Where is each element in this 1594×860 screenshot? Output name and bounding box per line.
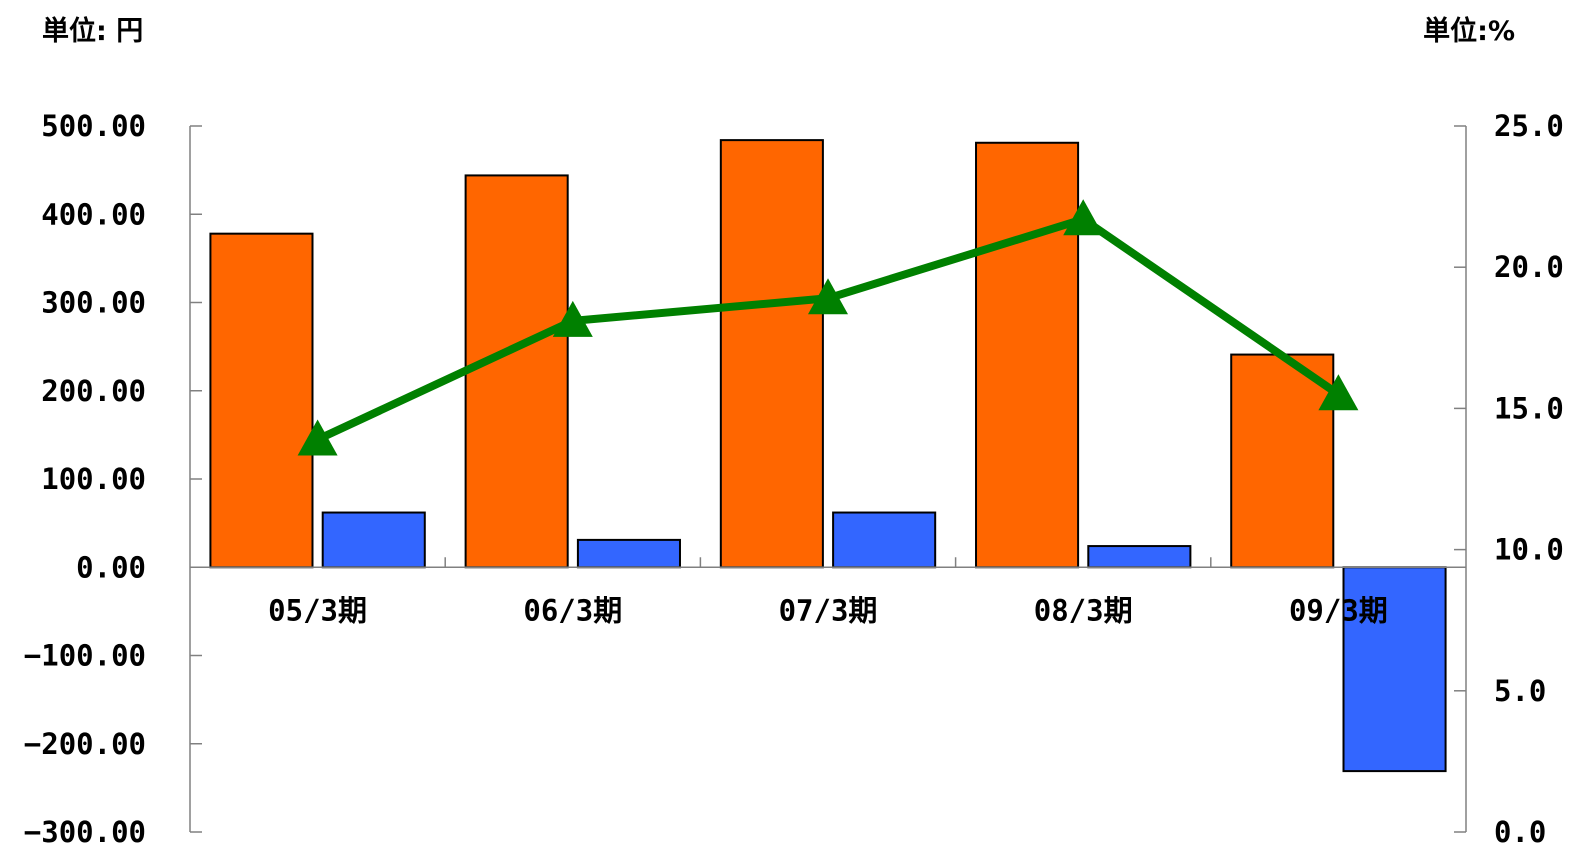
bar-blue [321, 511, 426, 569]
line-marker-triangle [1063, 199, 1104, 236]
line-marker-triangle [808, 278, 848, 315]
left-tick-label: 200.00 [41, 374, 146, 408]
left-tick-label: −200.00 [24, 727, 146, 761]
left-tick-label: 400.00 [41, 197, 146, 231]
right-axis: 25.0 20.0 15.0 10.0 5.0 0.0 [1454, 109, 1564, 849]
bar-orange [975, 141, 1080, 569]
left-axis: 500.00 400.00 300.00 200.00 100.00 0.00 −100.0… [24, 109, 202, 849]
category-label: 06/3期 [523, 593, 622, 627]
left-tick-label: 0.00 [76, 550, 146, 584]
right-unit-label: 単位:% [1423, 15, 1515, 47]
bar-series [209, 139, 1447, 773]
right-tick-label: 20.0 [1494, 250, 1564, 284]
category-label: 09/3期 [1289, 593, 1388, 627]
left-tick-label: 500.00 [41, 109, 146, 143]
right-tick-label: 15.0 [1494, 391, 1564, 425]
left-tick-label: −300.00 [24, 815, 146, 849]
bar-orange [464, 174, 569, 569]
left-tick-label: −100.00 [24, 639, 146, 673]
right-tick-label: 0.0 [1494, 815, 1546, 849]
bar-orange [719, 139, 824, 569]
line-marker-triangle [552, 300, 593, 337]
bar-blue [1342, 566, 1447, 773]
category-label: 05/3期 [268, 593, 367, 627]
line-series [297, 199, 1359, 456]
left-unit-label: 単位: 円 [42, 15, 143, 47]
right-tick-label: 10.0 [1494, 533, 1564, 567]
bar-orange [209, 232, 314, 569]
left-tick-label: 300.00 [41, 286, 146, 320]
zero-baseline [190, 557, 1466, 568]
line-marker-triangle [297, 419, 338, 456]
right-tick-label: 25.0 [1494, 109, 1564, 143]
bar-orange [1230, 353, 1335, 569]
bar-blue [832, 511, 937, 569]
bar-blue [1087, 545, 1192, 569]
category-label: 08/3期 [1034, 593, 1133, 627]
category-labels: 05/3期 06/3期 07/3期 08/3期 09/3期 [268, 593, 1388, 627]
bar-blue [576, 538, 681, 569]
line-marker-triangle [1318, 374, 1359, 411]
left-tick-label: 100.00 [41, 462, 146, 496]
category-label: 07/3期 [779, 593, 878, 627]
right-tick-label: 5.0 [1494, 674, 1546, 708]
